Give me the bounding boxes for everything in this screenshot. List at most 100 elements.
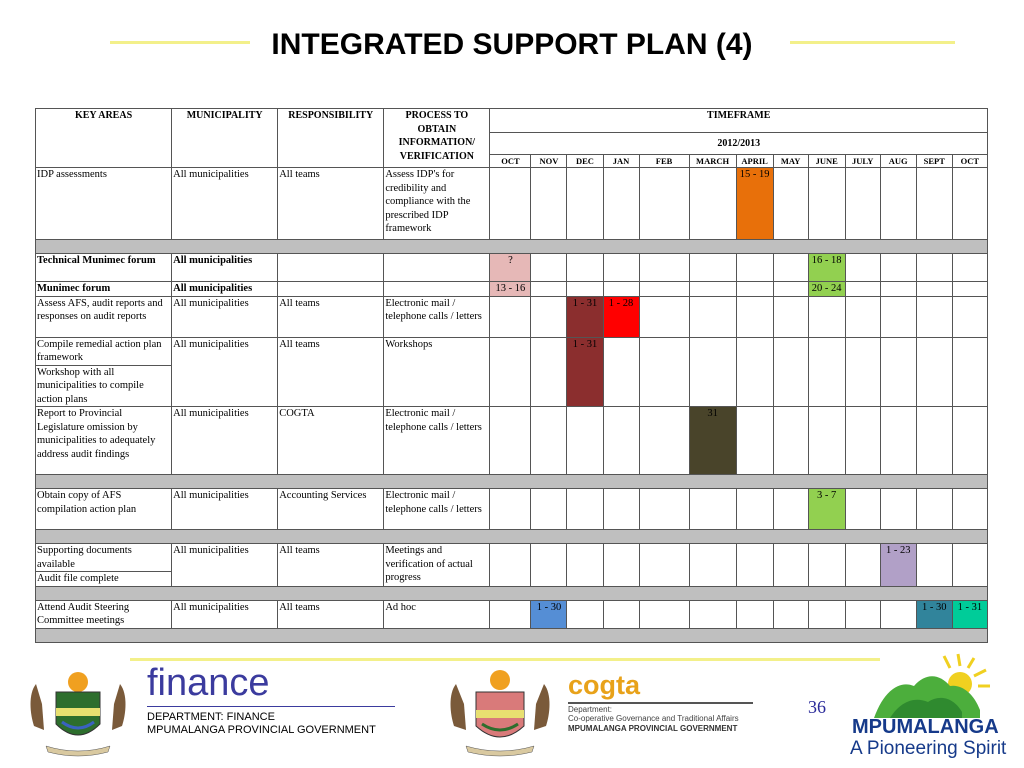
cogta-line-3: MPUMALANGA PROVINCIAL GOVERNMENT: [568, 724, 738, 733]
table-row: Workshop with all municipalities to comp…: [34, 364, 988, 407]
department-line-2: MPUMALANGA PROVINCIAL GOVERNMENT: [147, 724, 376, 736]
page-title: INTEGRATED SUPPORT PLAN (4): [271, 28, 753, 61]
separator-row: [35, 239, 988, 254]
cell-municipality: All municipalities: [171, 167, 279, 240]
cell-process: Electronic mail / telephone calls / lett…: [383, 295, 491, 338]
cell-process: Assess IDP's for credibility and complia…: [383, 167, 491, 240]
page-number: 36: [808, 697, 826, 717]
cell-key-area: Audit file complete: [34, 571, 173, 587]
table-row: Attend Audit Steering Committee meetings…: [34, 599, 989, 629]
cell-key-area: Obtain copy of AFS compilation action pl…: [34, 488, 173, 530]
cell-municipality: All municipalities: [171, 406, 279, 475]
month-jan: JAN: [602, 154, 640, 168]
month-feb: FEB: [638, 154, 690, 168]
cell-municipality: All municipalities: [171, 281, 279, 297]
cell-key-area: Supporting documents available: [34, 543, 173, 572]
timeframe-cell: 1 - 31: [566, 295, 604, 338]
month-sept: SEPT: [915, 154, 953, 168]
separator-row: [35, 585, 988, 601]
table-row: Compile remedial action plan framework A…: [34, 336, 989, 407]
table-row: IDP assessments All municipalities All t…: [34, 167, 989, 240]
month-nov: NOV: [530, 154, 568, 168]
header-municipality: MUNICIPALITY: [171, 108, 279, 168]
timeframe-cell: 13 - 16: [489, 281, 532, 297]
month-aug: AUG: [879, 154, 917, 168]
timeframe-cell: 20 - 24: [807, 281, 846, 297]
finance-rule: [147, 706, 395, 707]
cell-key-area: Attend Audit Steering Committee meetings: [34, 599, 173, 629]
cell-municipality: All municipalities: [171, 488, 279, 530]
header-year: 2012/2013: [489, 132, 988, 155]
cell-responsibility: COGTA: [277, 406, 385, 475]
header-timeframe: TIMEFRAME: [489, 108, 988, 133]
table-row: Report to Provincial Legislature omissio…: [34, 406, 989, 475]
cell-responsibility: All teams: [277, 336, 385, 407]
timeframe-cell: 1 - 31: [951, 599, 989, 629]
support-plan-table: KEY AREAS MUNICIPALITY RESPONSIBILITY PR…: [34, 108, 989, 643]
cell-municipality: All municipalities: [171, 336, 279, 407]
separator-row: [35, 474, 988, 489]
cell-responsibility: All teams: [277, 167, 385, 240]
table-row: Obtain copy of AFS compilation action pl…: [34, 488, 989, 530]
cogta-logo-text: cogta: [568, 670, 641, 700]
cell-process: Ad hoc: [383, 599, 491, 629]
cell-process: Electronic mail / telephone calls / lett…: [383, 488, 491, 530]
timeframe-cell: 1 - 23: [879, 543, 917, 587]
month-oct-2: OCT: [951, 154, 989, 168]
month-dec: DEC: [566, 154, 604, 168]
timeframe-cell: 1 - 30: [530, 599, 568, 629]
finance-logo-text: finance: [147, 662, 270, 704]
cell-key-area: Technical Munimec forum: [34, 253, 173, 282]
cogta-line-1: Department:: [568, 705, 613, 714]
month-july: JULY: [844, 154, 881, 168]
cell-key-area: Workshop with all municipalities to comp…: [34, 364, 173, 407]
table-row: Supporting documents available All munic…: [34, 543, 989, 587]
cell-process: Workshops: [383, 336, 491, 407]
cell-municipality: All municipalities: [171, 543, 279, 587]
cell-responsibility: All teams: [277, 599, 385, 629]
mpumalanga-sun-logo-icon: [874, 653, 990, 718]
month-april: APRIL: [735, 154, 774, 168]
cell-key-area: IDP assessments: [34, 167, 173, 240]
title-rule-right: [790, 41, 955, 44]
province-slogan: A Pioneering Spirit: [850, 738, 1007, 759]
cell-key-area: Munimec forum: [34, 281, 173, 297]
footer-rule: [130, 658, 880, 661]
province-name: MPUMALANGA: [852, 716, 999, 738]
month-march: MARCH: [688, 154, 737, 168]
table-row: Technical Munimec forum All municipaliti…: [34, 253, 989, 282]
timeframe-cell: 31: [688, 406, 737, 475]
separator-row: [35, 529, 988, 544]
table-row: Assess AFS, audit reports and responses …: [34, 295, 989, 338]
table-row: Munimec forum All municipalities 13 - 16…: [34, 281, 989, 297]
month-june: JUNE: [807, 154, 846, 168]
cogta-line-2: Co-operative Governance and Traditional …: [568, 714, 739, 723]
timeframe-cell: 1 - 28: [602, 295, 640, 338]
header-process: PROCESS TO OBTAIN INFORMATION/ VERIFICAT…: [383, 108, 491, 168]
cell-responsibility: All teams: [277, 543, 385, 587]
timeframe-cell: 1 - 31: [566, 336, 604, 407]
coat-of-arms-icon: [450, 670, 550, 757]
timeframe-cell: 15 - 19: [735, 167, 774, 240]
cogta-rule: [568, 702, 753, 704]
header-responsibility: RESPONSIBILITY: [277, 108, 385, 168]
timeframe-cell: 3 - 7: [807, 488, 846, 530]
cell-municipality: All municipalities: [171, 599, 279, 629]
month-may: MAY: [772, 154, 809, 168]
month-oct: OCT: [489, 154, 532, 168]
timeframe-cell: 16 - 18: [807, 253, 846, 282]
cell-process: Meetings and verification of actual prog…: [383, 543, 491, 587]
cell-municipality: All municipalities: [171, 295, 279, 338]
cell-key-area: Assess AFS, audit reports and responses …: [34, 295, 173, 338]
header-key-areas: KEY AREAS: [34, 108, 173, 168]
timeframe-cell: ?: [489, 253, 532, 282]
cell-responsibility: All teams: [277, 295, 385, 338]
coat-of-arms-icon: [30, 672, 126, 757]
title-rule-left: [110, 41, 250, 44]
department-line-1: DEPARTMENT: FINANCE: [147, 711, 275, 723]
cell-process: Electronic mail / telephone calls / lett…: [383, 406, 491, 475]
timeframe-cell: 1 - 30: [915, 599, 953, 629]
separator-row: [35, 627, 988, 643]
cell-key-area: Report to Provincial Legislature omissio…: [34, 406, 173, 475]
cell-municipality: All municipalities: [171, 253, 279, 282]
